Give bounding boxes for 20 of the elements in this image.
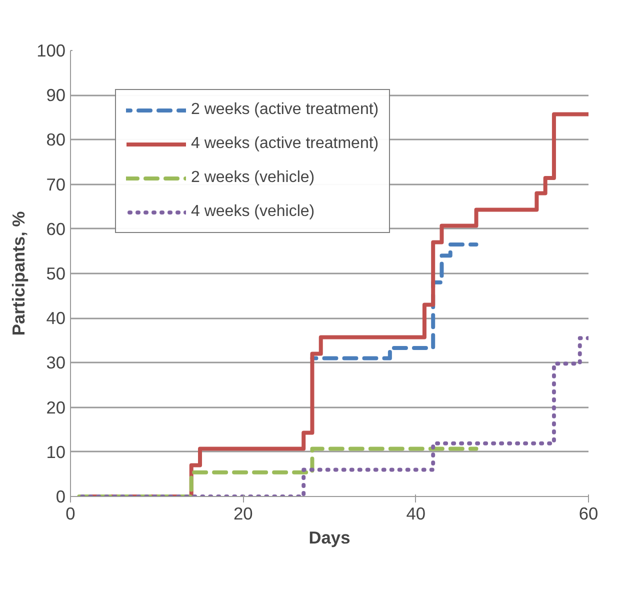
- y-tick-label: 30: [46, 352, 66, 373]
- y-axis-title: Participants, %: [8, 211, 29, 336]
- y-tick-label: 100: [36, 40, 66, 60]
- x-axis-title: Days: [308, 528, 350, 548]
- legend-label: 4 weeks (active treatment): [191, 135, 379, 153]
- legend-label: 4 weeks (vehicle): [191, 203, 315, 221]
- y-tick-label: 10: [46, 442, 66, 462]
- legend-label: 2 weeks (vehicle): [191, 169, 315, 187]
- y-tick-label: 40: [46, 308, 66, 328]
- y-tick-label: 20: [46, 397, 66, 418]
- y-tick-label: 80: [46, 130, 66, 150]
- legend-label: 2 weeks (active treatment): [191, 101, 379, 119]
- y-tick-label: 0: [56, 486, 66, 506]
- y-tick-label: 90: [46, 85, 66, 106]
- x-tick-label: 40: [406, 504, 426, 524]
- y-tick-label: 50: [46, 264, 66, 284]
- y-tick-label: 60: [46, 218, 66, 239]
- y-tick-label: 70: [46, 174, 66, 194]
- x-tick-label: 20: [234, 504, 253, 524]
- x-tick-label: 60: [578, 504, 598, 524]
